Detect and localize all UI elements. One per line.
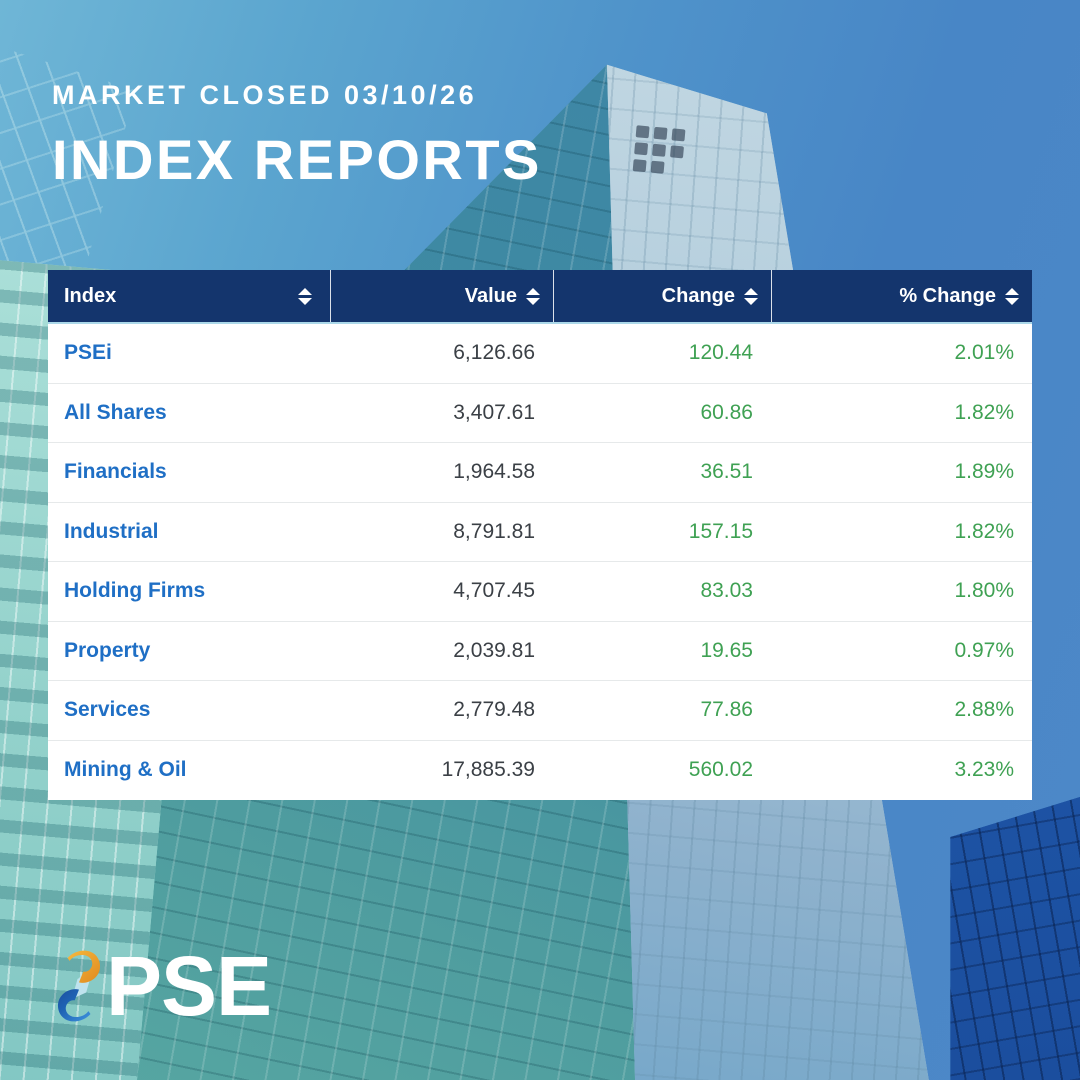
value-cell: 6,126.66 <box>453 341 535 365</box>
column-label-index: Index <box>64 284 117 307</box>
pse-logo: PSE <box>56 939 272 1033</box>
pct-change-cell: 1.82% <box>954 519 1014 543</box>
change-cell: 560.02 <box>688 758 753 782</box>
column-label-change: Change <box>661 284 735 307</box>
column-header-index[interactable]: Index <box>48 270 330 322</box>
table-row: Property 2,039.81 19.65 0.97% <box>48 621 1032 681</box>
table-row: Mining & Oil 17,885.39 560.02 3.23% <box>48 740 1032 800</box>
change-cell: 36.51 <box>700 460 753 484</box>
table-row: Financials 1,964.58 36.51 1.89% <box>48 443 1032 503</box>
sort-arrows-icon[interactable] <box>526 287 540 305</box>
value-cell: 2,779.48 <box>453 698 535 722</box>
pse-swirl-icon <box>57 950 101 1022</box>
table-row: PSEi 6,126.66 120.44 2.01% <box>48 324 1032 384</box>
column-header-change[interactable]: Change <box>553 270 771 322</box>
sort-arrows-icon[interactable] <box>1005 287 1019 305</box>
index-name-cell[interactable]: PSEi <box>64 341 112 365</box>
table-row: All Shares 3,407.61 60.86 1.82% <box>48 383 1032 443</box>
index-table: Index Value Change % Change PSEi 6,126.6… <box>48 270 1032 800</box>
change-cell: 120.44 <box>688 341 753 365</box>
building-sign <box>632 125 703 189</box>
table-row: Holding Firms 4,707.45 83.03 1.80% <box>48 562 1032 622</box>
value-cell: 1,964.58 <box>453 460 535 484</box>
change-cell: 60.86 <box>700 400 753 424</box>
value-cell: 3,407.61 <box>453 400 535 424</box>
pct-change-cell: 1.89% <box>954 460 1014 484</box>
column-header-value[interactable]: Value <box>330 270 553 322</box>
change-cell: 19.65 <box>700 638 753 662</box>
index-name-cell[interactable]: Financials <box>64 460 167 484</box>
index-name-cell[interactable]: Property <box>64 638 151 662</box>
pct-change-cell: 2.01% <box>954 341 1014 365</box>
value-cell: 2,039.81 <box>453 638 535 662</box>
page-title: INDEX REPORTS <box>52 128 542 191</box>
pct-change-cell: 3.23% <box>954 758 1014 782</box>
logo-text: PSE <box>106 939 272 1033</box>
sort-arrows-icon[interactable] <box>298 287 312 305</box>
table-row: Services 2,779.48 77.86 2.88% <box>48 681 1032 741</box>
column-header-pct-change[interactable]: % Change <box>771 270 1032 322</box>
index-name-cell[interactable]: Holding Firms <box>64 579 206 603</box>
pct-change-cell: 2.88% <box>954 698 1014 722</box>
index-name-cell[interactable]: All Shares <box>64 400 167 424</box>
sort-arrows-icon[interactable] <box>744 287 758 305</box>
pct-change-cell: 1.82% <box>954 400 1014 424</box>
value-cell: 17,885.39 <box>441 758 535 782</box>
change-cell: 77.86 <box>700 698 753 722</box>
index-name-cell[interactable]: Services <box>64 698 151 722</box>
value-cell: 8,791.81 <box>453 519 535 543</box>
column-label-value: Value <box>464 284 517 307</box>
index-name-cell[interactable]: Mining & Oil <box>64 758 187 782</box>
headline-block: MARKET CLOSED 03/10/26 INDEX REPORTS <box>52 80 542 192</box>
pct-change-cell: 1.80% <box>954 579 1014 603</box>
change-cell: 157.15 <box>688 519 753 543</box>
pct-change-cell: 0.97% <box>954 638 1014 662</box>
table-header: Index Value Change % Change <box>48 270 1032 322</box>
column-label-pct-change: % Change <box>899 284 996 307</box>
change-cell: 83.03 <box>700 579 753 603</box>
table-body: PSEi 6,126.66 120.44 2.01% All Shares 3,… <box>48 322 1032 800</box>
table-row: Industrial 8,791.81 157.15 1.82% <box>48 502 1032 562</box>
index-name-cell[interactable]: Industrial <box>64 519 159 543</box>
market-status-text: MARKET CLOSED 03/10/26 <box>52 80 478 110</box>
value-cell: 4,707.45 <box>453 579 535 603</box>
